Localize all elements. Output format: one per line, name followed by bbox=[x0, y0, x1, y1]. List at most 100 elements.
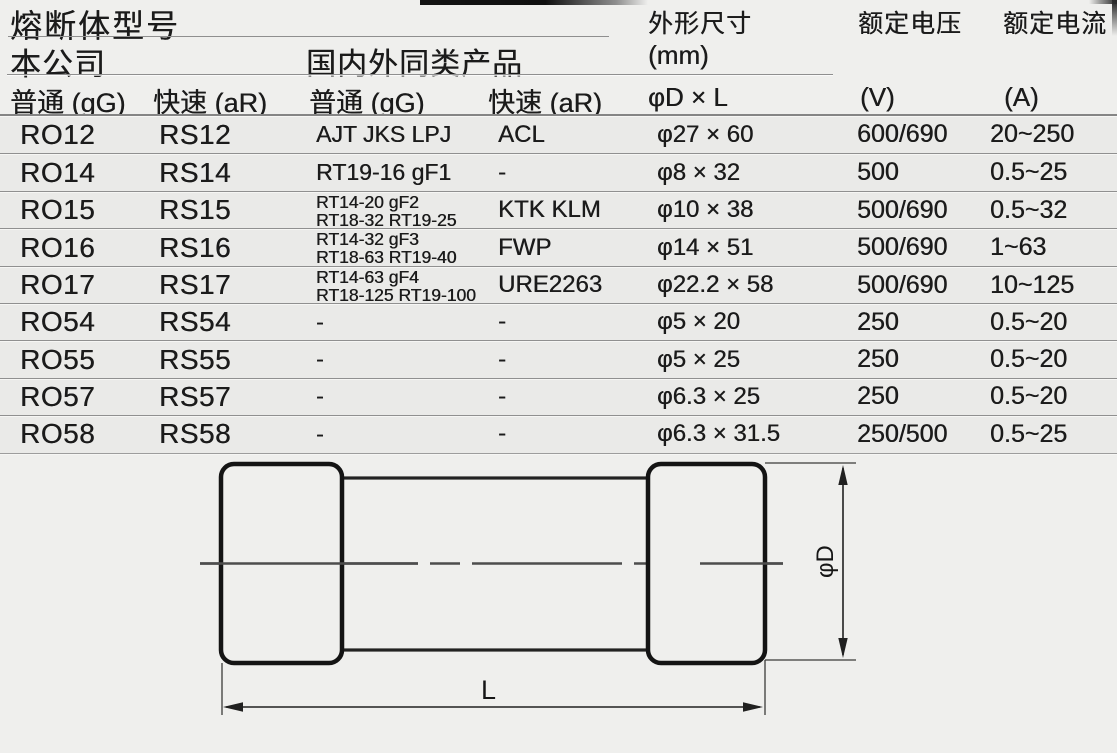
table-row: RO55 RS55 - - φ5 × 25 250 0.5~20 bbox=[0, 340, 1117, 378]
fuse-dimension-diagram: L φD bbox=[200, 461, 856, 715]
table-row: RO12 RS12 AJT JKS LPJ ACL φ27 × 60 600/6… bbox=[0, 116, 1117, 154]
cell-company-aR: RS15 bbox=[159, 194, 232, 226]
cell-similar-aR: URE2263 bbox=[498, 271, 603, 299]
cell-current: 0.5~32 bbox=[990, 195, 1068, 224]
table-row: RO57 RS57 - - φ6.3 × 25 250 0.5~20 bbox=[0, 377, 1117, 416]
cell-voltage: 500 bbox=[857, 158, 899, 187]
col-header-company-aR: 快速 (aR) bbox=[153, 88, 267, 118]
table-bottom-rule bbox=[0, 452, 1117, 455]
cell-similar-gG: RT19-16 gF1 bbox=[316, 159, 452, 186]
cell-voltage: 250 bbox=[857, 345, 899, 374]
cell-company-gG: RO15 bbox=[20, 194, 96, 226]
col-header-similar-aR: 快速 (aR) bbox=[488, 88, 602, 118]
header-rated-voltage: 额定电压 bbox=[858, 10, 963, 38]
arrow-up-icon bbox=[838, 465, 848, 485]
header-similar-products: 国内外同类产品 bbox=[306, 48, 523, 81]
cell-similar-aR: - bbox=[498, 158, 506, 186]
header-rated-current: 额定电流 bbox=[1003, 10, 1108, 38]
scan-artifact-top-bar bbox=[420, 0, 648, 5]
col-header-company-gG: 普通 (gG) bbox=[10, 88, 126, 118]
cell-company-gG: RO16 bbox=[20, 231, 96, 263]
cell-similar-aR: - bbox=[498, 308, 506, 336]
table-row: RO15 RS15 RT14-20 gF2 RT18-32 RT19-25 KTK… bbox=[0, 190, 1117, 230]
cell-similar-gG: RT14-32 gF3 RT18-63 RT19-40 bbox=[316, 229, 457, 268]
cell-similar-aR: - bbox=[498, 345, 506, 373]
scan-artifact-corner-vertical bbox=[1112, 0, 1117, 36]
cell-company-gG: RO54 bbox=[20, 306, 96, 338]
cell-current: 1~63 bbox=[990, 233, 1047, 262]
cell-similar-gG: - bbox=[316, 383, 324, 410]
table-row: RO58 RS58 - - φ6.3 × 31.5 250/500 0.5~25 bbox=[0, 415, 1117, 453]
cell-voltage: 250 bbox=[857, 382, 899, 411]
cell-size: φ8 × 32 bbox=[657, 158, 740, 186]
cell-company-gG: RO57 bbox=[20, 380, 96, 412]
cell-current: 0.5~20 bbox=[990, 307, 1068, 336]
cell-voltage: 250/500 bbox=[857, 419, 948, 448]
cell-company-aR: RS55 bbox=[159, 343, 232, 375]
cell-size: φ6.3 × 25 bbox=[657, 382, 760, 410]
cell-similar-aR: - bbox=[498, 382, 506, 410]
cell-similar-aR: FWP bbox=[498, 233, 552, 261]
cell-current: 10~125 bbox=[990, 270, 1075, 299]
cell-similar-aR: KTK KLM bbox=[498, 196, 601, 224]
cell-company-gG: RO12 bbox=[20, 118, 96, 150]
cell-company-gG: RO17 bbox=[20, 269, 96, 301]
cell-similar-gG: - bbox=[316, 346, 324, 373]
cell-size: φ5 × 20 bbox=[657, 308, 740, 336]
cell-current: 0.5~25 bbox=[990, 419, 1068, 448]
table-row: RO14 RS14 RT19-16 gF1 - φ8 × 32 500 0.5~… bbox=[0, 153, 1117, 191]
cell-similar-gG: - bbox=[316, 420, 324, 447]
cell-company-gG: RO55 bbox=[20, 343, 96, 375]
cell-similar-aR: - bbox=[498, 420, 506, 448]
header-our-company: 本公司 bbox=[10, 47, 106, 82]
cell-size: φ27 × 60 bbox=[657, 120, 754, 148]
scan-artifact-corner-horizontal bbox=[1089, 0, 1117, 4]
cell-voltage: 500/690 bbox=[857, 233, 948, 262]
cell-company-aR: RS58 bbox=[159, 418, 232, 450]
header-rule-3 bbox=[0, 114, 1117, 116]
cell-company-aR: RS57 bbox=[159, 380, 232, 412]
cell-current: 0.5~20 bbox=[990, 345, 1068, 374]
table-row: RO17 RS17 RT14-63 gF4 RT18-125 RT19-100 U… bbox=[0, 265, 1117, 305]
header-dimensions: 外形尺寸 bbox=[648, 10, 753, 38]
col-header-similar-gG: 普通 (gG) bbox=[309, 88, 425, 118]
cell-voltage: 600/690 bbox=[857, 120, 948, 149]
header-rule-1 bbox=[8, 36, 609, 37]
cell-size: φ22.2 × 58 bbox=[657, 271, 774, 299]
cell-similar-gG: AJT JKS LPJ bbox=[316, 121, 452, 148]
cell-company-aR: RS12 bbox=[159, 118, 232, 150]
cell-voltage: 500/690 bbox=[857, 195, 948, 224]
col-header-current-unit: (A) bbox=[1004, 82, 1039, 112]
dim-label-length: L bbox=[481, 675, 496, 705]
cell-size: φ5 × 25 bbox=[657, 345, 740, 373]
arrow-down-icon bbox=[838, 638, 848, 658]
cell-company-aR: RS14 bbox=[159, 156, 232, 188]
cell-similar-gG: RT14-63 gF4 RT18-125 RT19-100 bbox=[316, 266, 476, 305]
cell-similar-aR: ACL bbox=[498, 120, 545, 148]
col-header-voltage-unit: (V) bbox=[860, 82, 895, 112]
cell-company-gG: RO14 bbox=[20, 156, 96, 188]
cell-company-aR: RS17 bbox=[159, 269, 232, 301]
cell-size: φ10 × 38 bbox=[657, 196, 754, 224]
table-title: 熔断体型号 bbox=[10, 8, 181, 44]
cell-similar-gG: RT14-20 gF2 RT18-32 RT19-25 bbox=[316, 191, 457, 230]
cell-similar-gG: - bbox=[316, 308, 324, 335]
cell-company-aR: RS54 bbox=[159, 306, 232, 338]
cell-current: 0.5~25 bbox=[990, 158, 1068, 187]
cell-company-aR: RS16 bbox=[159, 231, 232, 263]
cell-voltage: 500/690 bbox=[857, 270, 948, 299]
cell-size: φ6.3 × 31.5 bbox=[657, 420, 780, 448]
arrow-right-icon bbox=[743, 702, 763, 712]
cell-voltage: 250 bbox=[857, 307, 899, 336]
col-header-size: φD × L bbox=[648, 82, 728, 112]
header-rule-2 bbox=[7, 74, 833, 75]
cell-size: φ14 × 51 bbox=[657, 233, 754, 261]
table-row: RO16 RS16 RT14-32 gF3 RT18-63 RT19-40 FWP… bbox=[0, 228, 1117, 268]
spec-table-body: RO12 RS12 AJT JKS LPJ ACL φ27 × 60 600/6… bbox=[0, 116, 1117, 455]
arrow-left-icon bbox=[223, 702, 243, 712]
cell-current: 0.5~20 bbox=[990, 382, 1068, 411]
header-dimensions-unit: (mm) bbox=[648, 40, 709, 70]
dim-label-diameter: φD bbox=[812, 545, 839, 578]
cell-current: 20~250 bbox=[990, 120, 1075, 149]
